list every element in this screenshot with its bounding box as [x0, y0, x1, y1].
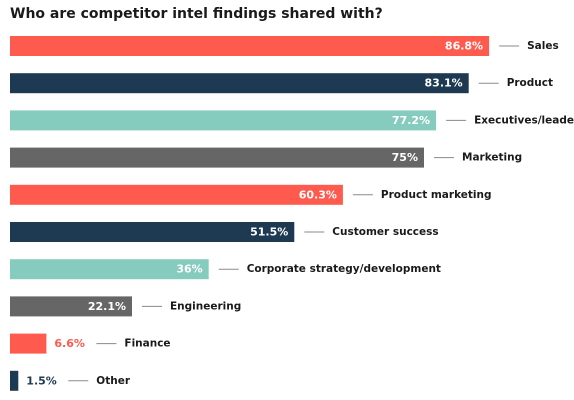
category-label: Product	[507, 77, 553, 89]
value-label: 60.3%	[299, 188, 337, 201]
value-label: 36%	[176, 263, 202, 276]
bar-other	[10, 370, 19, 391]
category-label: Finance	[124, 338, 170, 350]
value-label: 75%	[392, 151, 418, 164]
bar-customer-success	[10, 222, 295, 242]
bars-group: 86.8% Sales 83.1% Product 77.2% Executives/le…	[10, 36, 574, 391]
bar-finance	[10, 333, 47, 354]
bar-product	[10, 73, 469, 94]
bar-marketing	[10, 147, 424, 168]
value-label: 1.5%	[26, 374, 57, 387]
value-label: 22.1%	[88, 300, 126, 313]
value-label: 77.2%	[392, 114, 430, 127]
category-label: Marketing	[462, 152, 522, 164]
category-label: Customer success	[332, 226, 438, 238]
category-label: Sales	[527, 40, 559, 52]
bar-executives-leadership	[10, 110, 437, 131]
category-label: Executives/leadership	[474, 114, 574, 126]
value-label: 6.6%	[54, 337, 85, 350]
bar-engineering	[10, 296, 132, 317]
category-label: Product marketing	[381, 189, 492, 201]
bar-sales	[10, 36, 490, 56]
category-label: Other	[96, 375, 131, 387]
category-label: Corporate strategy/development	[247, 263, 441, 275]
chart-title: Who are competitor intel findings shared…	[10, 6, 383, 22]
bar-product-marketing	[10, 184, 343, 205]
value-label: 51.5%	[250, 226, 288, 239]
value-label: 86.8%	[445, 40, 483, 53]
bar-corporate-strategy-development	[10, 259, 209, 280]
value-label: 83.1%	[425, 77, 463, 90]
category-label: Engineering	[170, 300, 241, 312]
